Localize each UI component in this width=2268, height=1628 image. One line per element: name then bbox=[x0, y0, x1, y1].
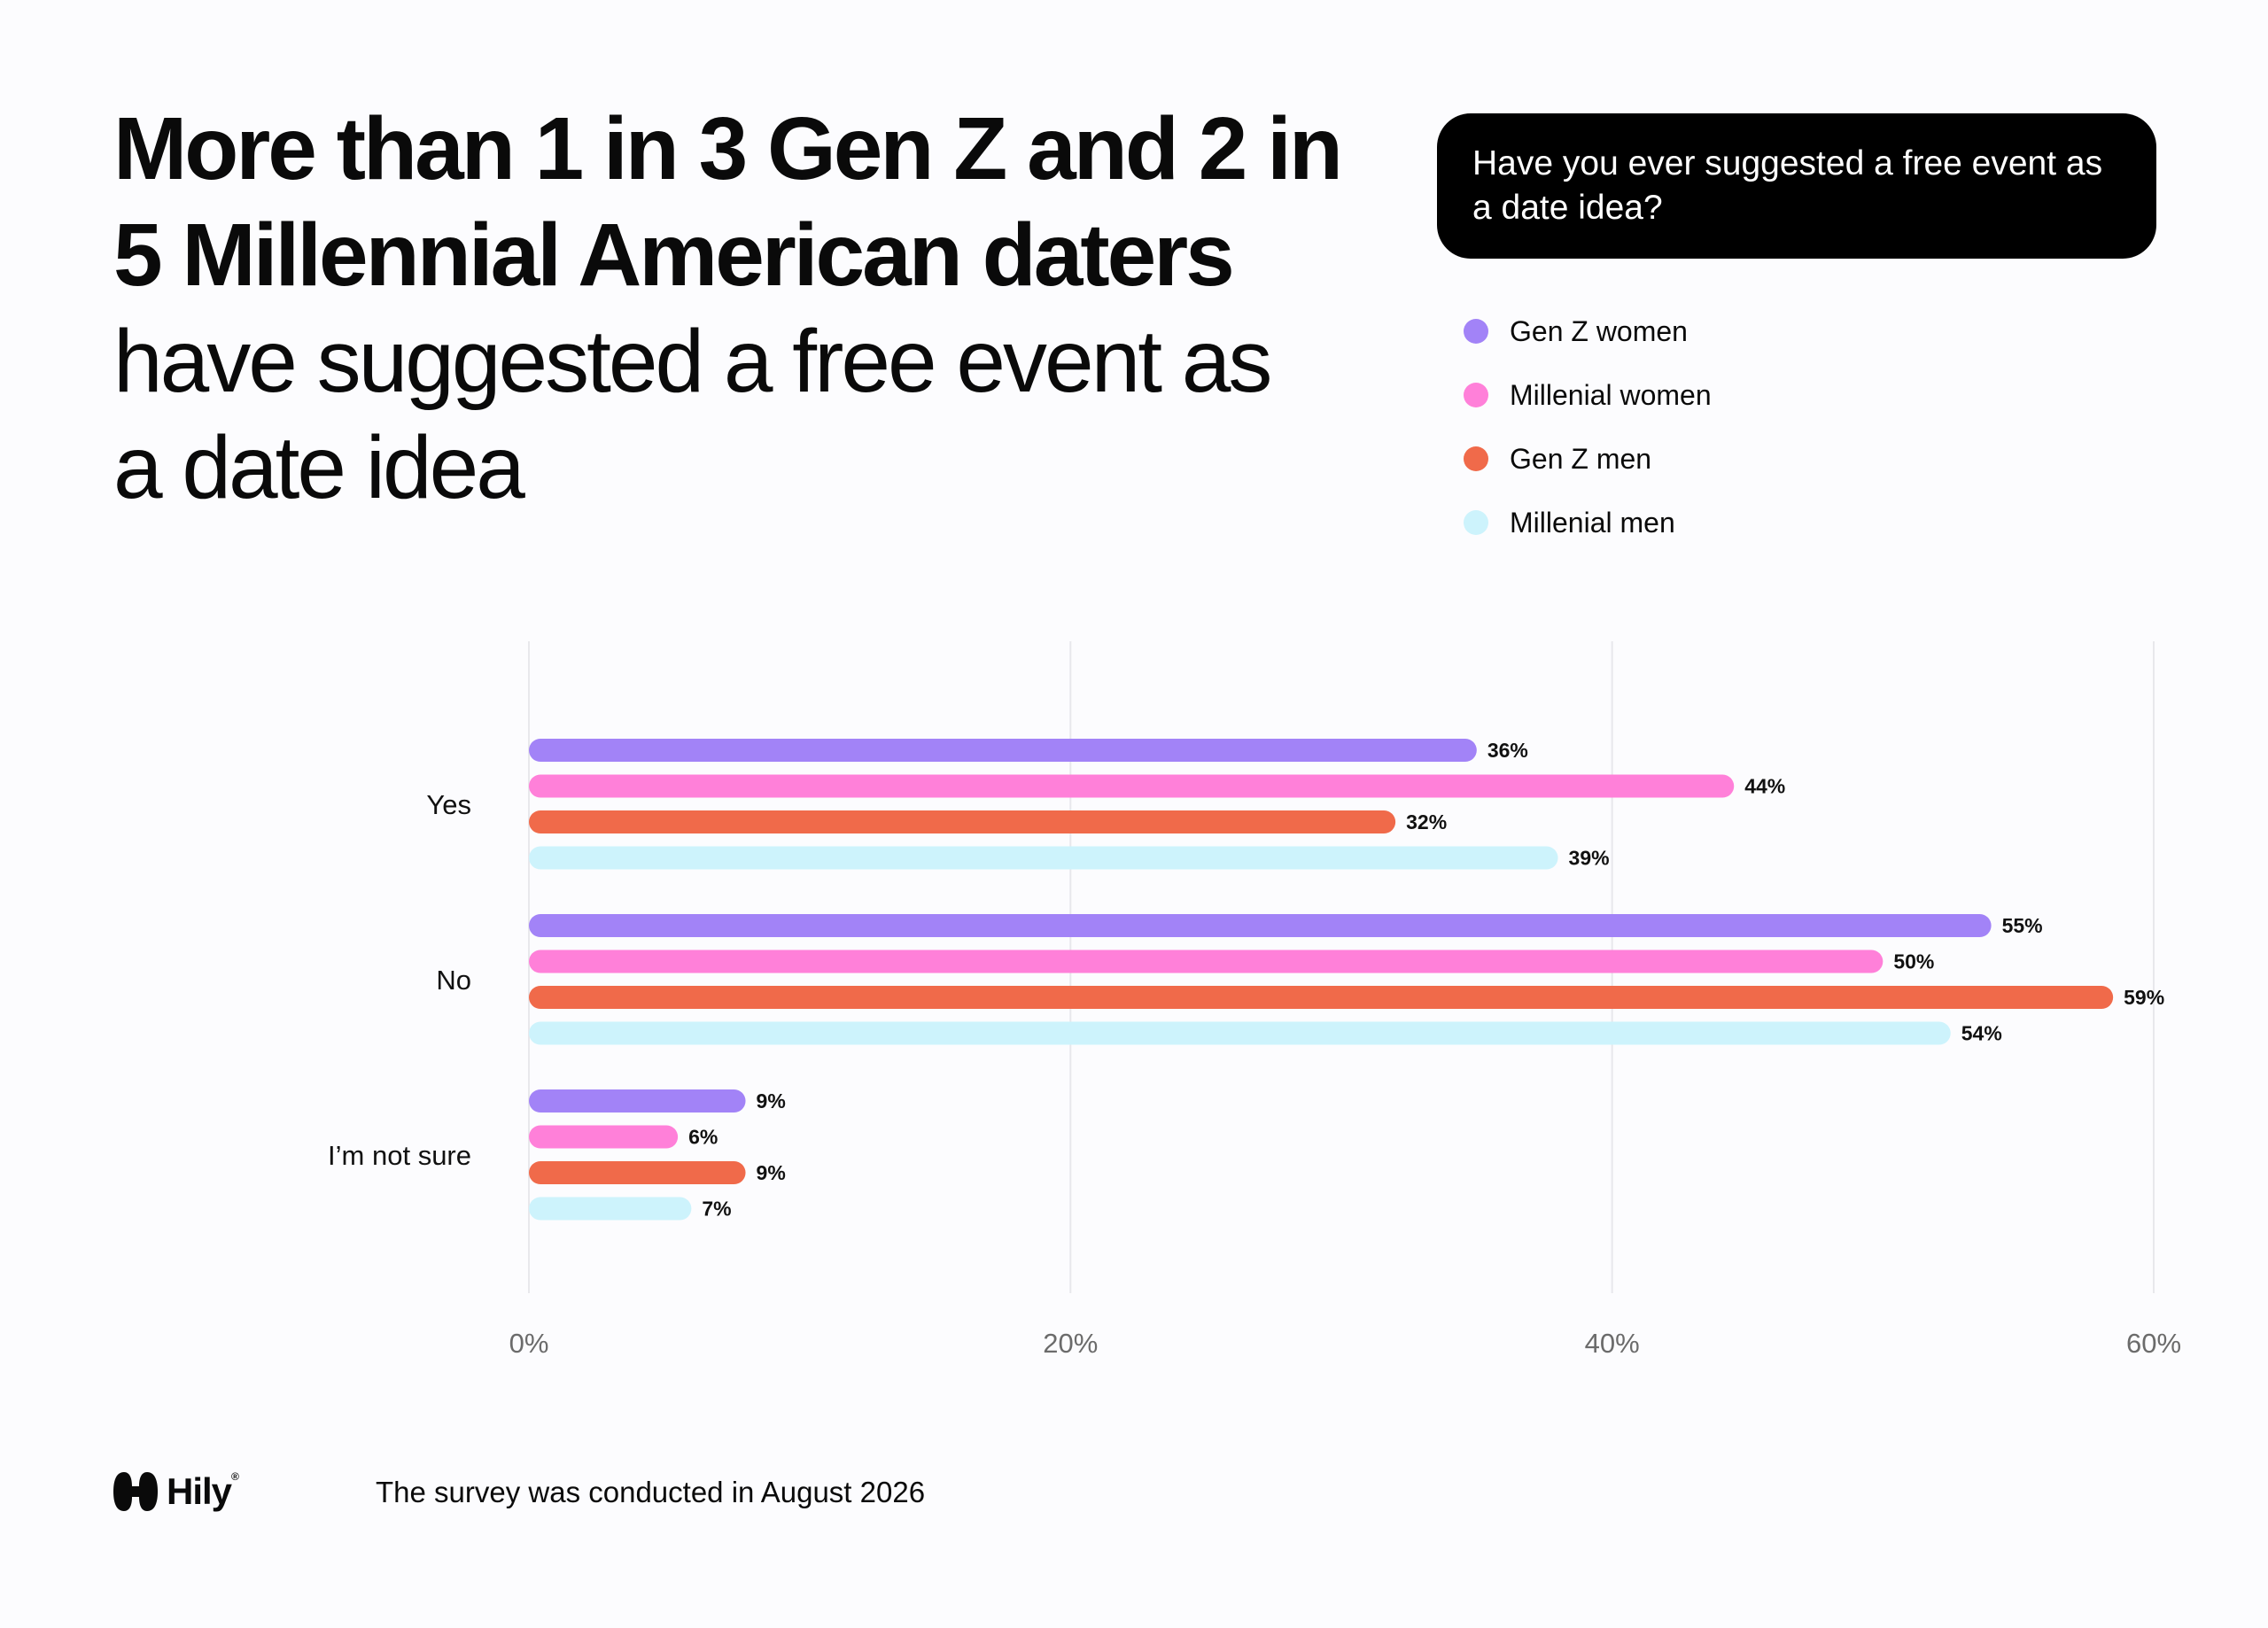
question-text: Have you ever suggested a free event as … bbox=[1472, 144, 2103, 227]
bar-value-label: 36% bbox=[1487, 739, 1528, 762]
legend-item: Gen Z women bbox=[1464, 299, 1712, 363]
legend-label: Millenial women bbox=[1510, 378, 1712, 411]
bar-value-label: 50% bbox=[1893, 950, 1934, 973]
bar-value-label: 59% bbox=[2124, 986, 2164, 1009]
bar bbox=[529, 774, 1735, 798]
bar bbox=[529, 914, 1992, 937]
bar-value-label: 6% bbox=[688, 1126, 718, 1149]
legend: Gen Z women Millenial women Gen Z men Mille… bbox=[1464, 299, 1712, 554]
bar bbox=[529, 950, 1884, 973]
bar-value-label: 44% bbox=[1744, 775, 1785, 798]
bar bbox=[529, 1197, 692, 1221]
bar-value-label: 55% bbox=[2002, 914, 2043, 937]
bar-value-label: 54% bbox=[1961, 1022, 2002, 1045]
legend-item: Millenial men bbox=[1464, 491, 1712, 554]
headline-line-4: a date idea bbox=[113, 418, 525, 517]
legend-label: Millenial men bbox=[1510, 506, 1675, 539]
bar-value-label: 9% bbox=[757, 1089, 786, 1112]
bar bbox=[529, 1021, 1951, 1045]
bar-value-label: 9% bbox=[757, 1161, 786, 1184]
legend-dot-icon bbox=[1464, 383, 1488, 407]
headline-line-3: have suggested a free event as bbox=[113, 312, 1272, 411]
legend-dot-icon bbox=[1464, 446, 1488, 471]
hily-logo: Hily® bbox=[113, 1470, 239, 1513]
legend-label: Gen Z women bbox=[1510, 314, 1688, 347]
bar bbox=[529, 1125, 679, 1149]
headline-bold-line-1: More than 1 in 3 Gen Z and 2 in bbox=[113, 99, 1343, 198]
legend-dot-icon bbox=[1464, 319, 1488, 344]
bar bbox=[529, 810, 1396, 833]
bar bbox=[529, 1161, 746, 1184]
question-box: Have you ever suggested a free event as … bbox=[1437, 113, 2156, 259]
x-tick-label: 0% bbox=[509, 1328, 549, 1359]
x-tick-label: 20% bbox=[1043, 1328, 1098, 1359]
bar-value-label: 39% bbox=[1569, 847, 1610, 870]
legend-item: Gen Z men bbox=[1464, 427, 1712, 491]
legend-dot-icon bbox=[1464, 510, 1488, 535]
legend-label: Gen Z men bbox=[1510, 442, 1652, 475]
hily-logo-icon bbox=[113, 1472, 158, 1511]
category-label: Yes bbox=[426, 789, 471, 820]
category-label: I’m not sure bbox=[328, 1140, 471, 1171]
x-tick-label: 40% bbox=[1585, 1328, 1640, 1359]
bar bbox=[529, 846, 1558, 870]
bar bbox=[529, 1089, 746, 1112]
brand-name: Hily® bbox=[167, 1470, 239, 1512]
bar bbox=[529, 986, 2114, 1009]
category-label: No bbox=[436, 965, 471, 996]
bar bbox=[529, 739, 1477, 762]
bar-value-label: 32% bbox=[1406, 810, 1447, 833]
bar-chart: 0% 20% 40% 60% Yes 36% 44% 32% 39% No 55% 50% 59% 54%… bbox=[328, 641, 2181, 1359]
legend-item: Millenial women bbox=[1464, 363, 1712, 427]
bar-value-label: 7% bbox=[702, 1198, 731, 1221]
x-tick-label: 60% bbox=[2126, 1328, 2181, 1359]
headline-bold-line-2: 5 Millennial American daters bbox=[113, 205, 1235, 305]
headline: More than 1 in 3 Gen Z and 2 in 5 Millen… bbox=[113, 96, 1371, 521]
survey-note: The survey was conducted in August 2026 bbox=[376, 1476, 926, 1508]
